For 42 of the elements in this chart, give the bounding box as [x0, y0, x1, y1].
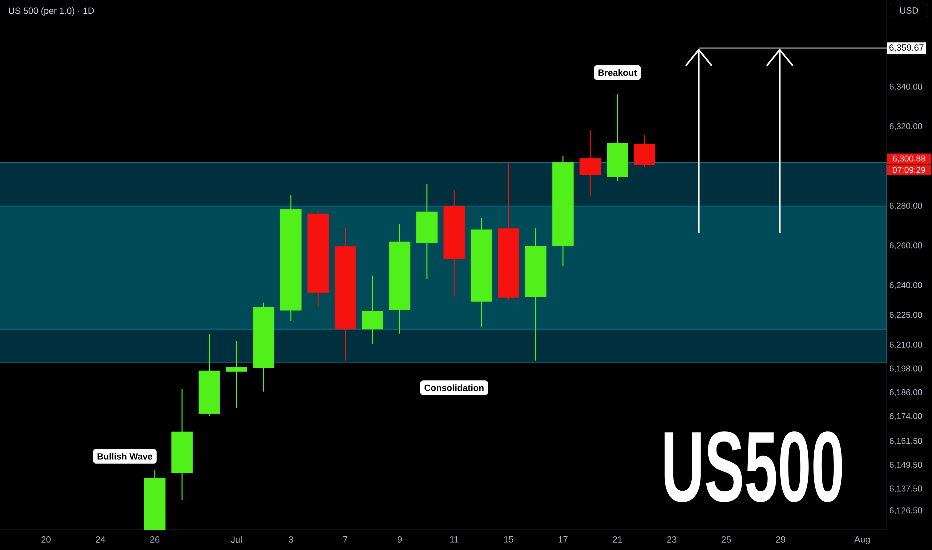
y-tick-label: 6,137.50 [890, 486, 922, 493]
y-tick-label: 6,174.00 [890, 413, 922, 420]
text: US 500 (per 1.0) · 1D [9, 8, 94, 16]
x-tick-label: 23 [668, 536, 677, 543]
y-tick-label: 6,161.50 [890, 438, 922, 446]
x-tick-label: 26 [150, 536, 160, 543]
y-tick-label: 6,280.00 [890, 202, 922, 210]
x-tick-label: 11 [450, 536, 459, 543]
candlestick [362, 275, 384, 345]
text: 07:09:29 [892, 167, 926, 174]
x-tick-label: 25 [722, 536, 732, 543]
y-tick-label: 6,198.00 [890, 366, 922, 373]
y-tick-label: 6,260.00 [890, 242, 922, 250]
x-tick-label: 17 [558, 536, 568, 543]
x-tick-label: 29 [776, 536, 786, 543]
text: 6,300.88 [893, 156, 926, 163]
y-axis-title: USD [900, 8, 918, 14]
annotation: Bullish Wave [98, 453, 153, 460]
y-tick-label: 6,210.00 [890, 342, 922, 349]
y-tick-label: 6,320.00 [890, 124, 922, 131]
x-tick-label: 9 [398, 536, 402, 543]
annotation: US500 [664, 432, 842, 502]
x-tick-label: 3 [288, 536, 294, 543]
annotation: Consolidation [424, 384, 484, 392]
candlestick [580, 130, 602, 196]
y-tick-label: 6,149.50 [890, 462, 922, 469]
y-tick-label: 6,340.00 [890, 84, 922, 91]
candlestick [226, 340, 248, 410]
x-tick-label: 21 [613, 536, 622, 543]
annotation: Breakout [598, 69, 638, 76]
x-tick-label: 7 [344, 536, 348, 543]
x-tick-label: 15 [504, 536, 514, 543]
y-tick-label: 6,225.00 [890, 312, 922, 320]
y-tick-label: 6,126.50 [890, 508, 922, 515]
x-tick-label: Jul [231, 536, 242, 544]
y-tick-label: 6,240.00 [890, 282, 922, 290]
x-tick-label: Aug [854, 536, 870, 545]
candlestick [634, 134, 656, 168]
ref-line-label: 6,359.67 [890, 44, 924, 52]
y-tick-label: 6,186.00 [890, 390, 922, 397]
x-tick-label: 24 [96, 536, 106, 543]
x-tick-label: 20 [42, 536, 51, 543]
